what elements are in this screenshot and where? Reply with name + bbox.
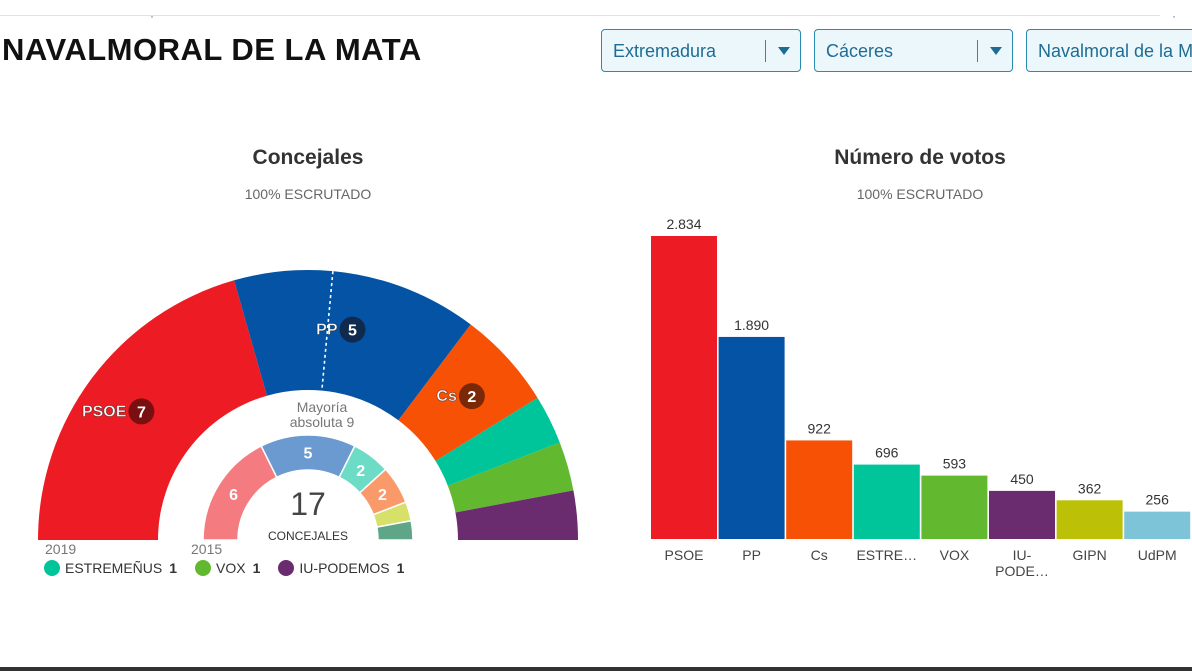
seat-party-label: PSOE [82,403,127,420]
legend-label: IU-PODEMOS [299,560,390,576]
bottom-bar [0,667,1192,671]
seats-chart-subtitle: 100% ESCRUTADO [244,186,372,202]
nav-link-fragment[interactable]: · [150,9,154,23]
bar-psoe[interactable] [651,236,717,539]
province-select[interactable]: Cáceres [814,29,1013,72]
bar-pp[interactable] [718,336,785,539]
bar-udpm[interactable] [1124,511,1191,539]
bar-iu-pode[interactable] [989,490,1055,539]
seat-arc-vox[interactable] [447,442,574,513]
total-seats-number: 17 [290,486,326,522]
legend-swatch [278,560,295,576]
bar-category-label: GIPN [1072,547,1106,563]
votes-chart-subtitle: 100% ESCRUTADO [856,186,984,202]
legend-seats: 1 [396,560,405,576]
select-separator [977,40,978,62]
bar-value-label: 450 [1010,471,1034,487]
bar-value-label: 922 [808,420,832,436]
seat-count-label: 5 [348,323,357,340]
chevron-down-icon[interactable] [778,47,790,55]
seat-count-label-2015: 6 [229,487,238,504]
legend-swatch [44,560,60,576]
legend-seats: 1 [169,560,178,576]
bar-value-label: 2.834 [666,216,701,232]
bar-category-label: IU- [1013,547,1032,563]
seat-arc-2015[interactable] [202,445,278,541]
seats-chart-title: Concejales [252,146,364,169]
province-select-value: Cáceres [826,41,894,61]
majority-label: Mayoría [297,399,348,415]
seat-count-badge [339,316,366,343]
seat-count-label-2015: 2 [378,487,387,504]
region-select-value: Extremadura [613,41,717,61]
bar-category-label: PP [742,547,761,563]
page-title: NAVALMORAL DE LA MATA [2,32,422,67]
bar-category-label: VOX [940,547,970,563]
bar-value-label: 593 [943,456,967,472]
seat-count-label-2015: 5 [304,446,313,463]
seats-legend: ESTREMEÑUS 1 VOX 1 IU-PODEMOS 1 [44,560,404,576]
bar-gipn[interactable] [1056,500,1123,539]
seat-party-label: PP [316,322,338,339]
municipality-select-value: Navalmoral de la M [1038,41,1192,61]
bar-cs[interactable] [786,440,853,539]
legend-swatch [195,560,212,576]
bar-category-label: PODE… [995,563,1049,579]
bar-category-label: UdPM [1138,547,1177,563]
bar-vox[interactable] [921,475,988,539]
bar-estre[interactable] [853,464,920,539]
bar-value-label: 362 [1078,480,1102,496]
bar-category-label: ESTRE… [856,547,917,563]
seat-arc-pp[interactable] [234,270,471,421]
seat-count-label-2015: 2 [356,463,365,480]
legend-item-vox: VOX 1 [195,560,260,576]
region-select[interactable]: Extremadura [601,29,801,72]
seat-count-label: 7 [137,404,146,421]
legend-label: ESTREMEÑUS [65,560,163,576]
seat-count-badge [128,398,155,425]
legend-item-estremenus: ESTREMEÑUS 1 [44,560,177,576]
nav-link-fragment[interactable]: · [1172,9,1176,23]
seat-arc-2015[interactable] [375,519,414,541]
seat-arc-iu-podemos[interactable] [455,490,578,540]
bar-category-label: Cs [811,547,828,563]
year-label-2019: 2019 [45,541,76,557]
legend-label: VOX [216,560,246,576]
bar-category-label: PSOE [665,547,704,563]
seat-count-badge [458,383,485,410]
majority-label: absoluta 9 [290,414,355,430]
year-label-2015: 2015 [191,541,222,557]
total-seats-label: CONCEJALES [268,529,348,543]
chevron-down-icon[interactable] [990,47,1002,55]
legend-seats: 1 [252,560,261,576]
top-divider: · · [0,9,1176,23]
legend-item-iu-podemos: IU-PODEMOS 1 [278,560,404,576]
bar-value-label: 696 [875,445,899,461]
bar-value-label: 1.890 [734,317,769,333]
votes-chart-title: Número de votos [834,146,1006,169]
votes-bar-chart: 2.834 PSOE 1.890 PP 922 Cs 696 ESTRE… 593 VOX 450 I… [651,216,1191,579]
select-separator [765,40,766,62]
majority-marker-line [319,269,334,406]
seat-count-label: 2 [467,389,476,406]
bar-value-label: 256 [1146,492,1170,508]
municipality-select[interactable]: Navalmoral de la M [1026,29,1192,72]
seat-party-label: Cs [436,388,457,405]
seat-arc-estremenus[interactable] [435,397,560,486]
